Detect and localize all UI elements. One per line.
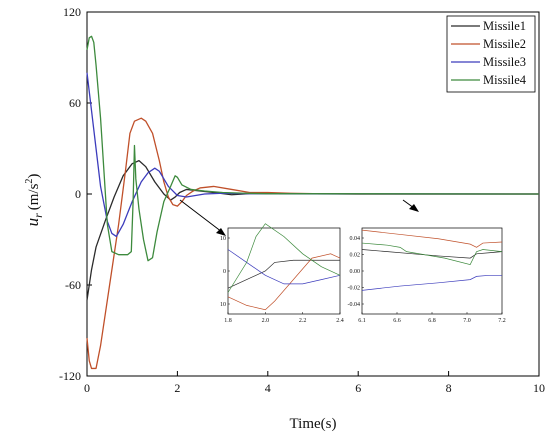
- x-tick-label: 6: [355, 381, 361, 395]
- inset-x-tick-label: 7.0: [463, 318, 471, 324]
- zoom-arrow-2: [402, 199, 419, 212]
- legend: Missile1 Missile2 Missile3 Missile4: [446, 15, 536, 93]
- inset-y-tick-label: -0.04: [348, 302, 361, 308]
- y-tick-label: 0: [75, 187, 81, 201]
- inset-y-tick-label: 10: [220, 302, 226, 308]
- x-tick-label: 0: [84, 381, 90, 395]
- inset-x-tick-label: 2.0: [262, 318, 270, 324]
- inset-y-tick-label: 0.00: [350, 269, 361, 275]
- inset-series-line-missile4: [227, 223, 341, 293]
- inset-series-line-missile2: [227, 253, 341, 311]
- x-axis: 0 2 4 6 8 10: [84, 371, 545, 395]
- inset-x-tick-label: 6.8: [428, 318, 436, 324]
- legend-label-missile3: Missile3: [483, 55, 526, 69]
- y-axis-exponent: 2: [24, 179, 35, 184]
- y-axis-subscript: r: [31, 213, 45, 218]
- x-tick-label: 10: [533, 381, 545, 395]
- x-tick-label: 8: [446, 381, 452, 395]
- inset-series-line-missile3: [361, 274, 502, 291]
- series-line-missile4: [86, 35, 540, 262]
- series-line-missile2: [86, 117, 539, 370]
- inset-x-tick-label: 2.4: [336, 318, 344, 324]
- inset-layer: 1.8 2.0 2.2 2.4 10 0 10 6.1 6.6 6.8 7.0 7.2 0.04 0.02…: [220, 223, 506, 324]
- inset-series-line-missile1: [227, 259, 340, 289]
- inset-y-tick-label: 0.02: [350, 253, 361, 259]
- inset-series-line-missile2: [361, 229, 503, 248]
- inset-y-tick-label: 10: [220, 236, 226, 242]
- y-axis-unit-close: ): [26, 174, 42, 179]
- inset-x-tick-label: 7.2: [498, 318, 506, 324]
- x-tick-label: 4: [265, 381, 271, 395]
- inset-frame: [227, 227, 341, 315]
- zoom-arrow-1: [179, 199, 226, 236]
- y-tick-label: -120: [59, 369, 81, 383]
- inset-y-tick-label: 0.04: [350, 236, 361, 242]
- y-tick-label: 60: [69, 96, 81, 110]
- inset-x-tick-label: 2.2: [299, 318, 307, 324]
- y-tick-label: -60: [65, 278, 81, 292]
- inset-chart-2: 6.1 6.6 6.8 7.0 7.2 0.04 0.02 0.00 -0.02 -0.04: [348, 227, 506, 324]
- legend-label-missile1: Missile1: [483, 19, 526, 33]
- inset-series-line-missile1: [361, 249, 503, 259]
- inset-x-tick-label: 6.1: [358, 318, 366, 324]
- legend-label-missile4: Missile4: [483, 73, 527, 87]
- inset-y-tick-label: -0.02: [348, 286, 361, 292]
- y-axis: -120 -60 0 60 120: [59, 5, 92, 383]
- inset-series-line-missile4: [361, 242, 503, 265]
- inset-frame: [361, 227, 503, 315]
- inset-chart-1: 1.8 2.0 2.2 2.4 10 0 10: [220, 223, 344, 324]
- legend-box: [446, 15, 536, 93]
- y-axis-unit: (m/s: [26, 183, 42, 210]
- y-axis-symbol: u: [23, 218, 42, 227]
- legend-label-missile2: Missile2: [483, 37, 526, 51]
- series-layer: [86, 35, 540, 370]
- x-axis-title: Time(s): [290, 416, 337, 432]
- inset-y-tick-label: 0: [223, 269, 226, 275]
- inset-x-tick-label: 1.8: [224, 318, 232, 324]
- y-tick-label: 120: [63, 5, 81, 19]
- inset-x-tick-label: 6.6: [393, 318, 401, 324]
- y-axis-title: ur (m/s2): [23, 174, 45, 227]
- x-tick-label: 2: [174, 381, 180, 395]
